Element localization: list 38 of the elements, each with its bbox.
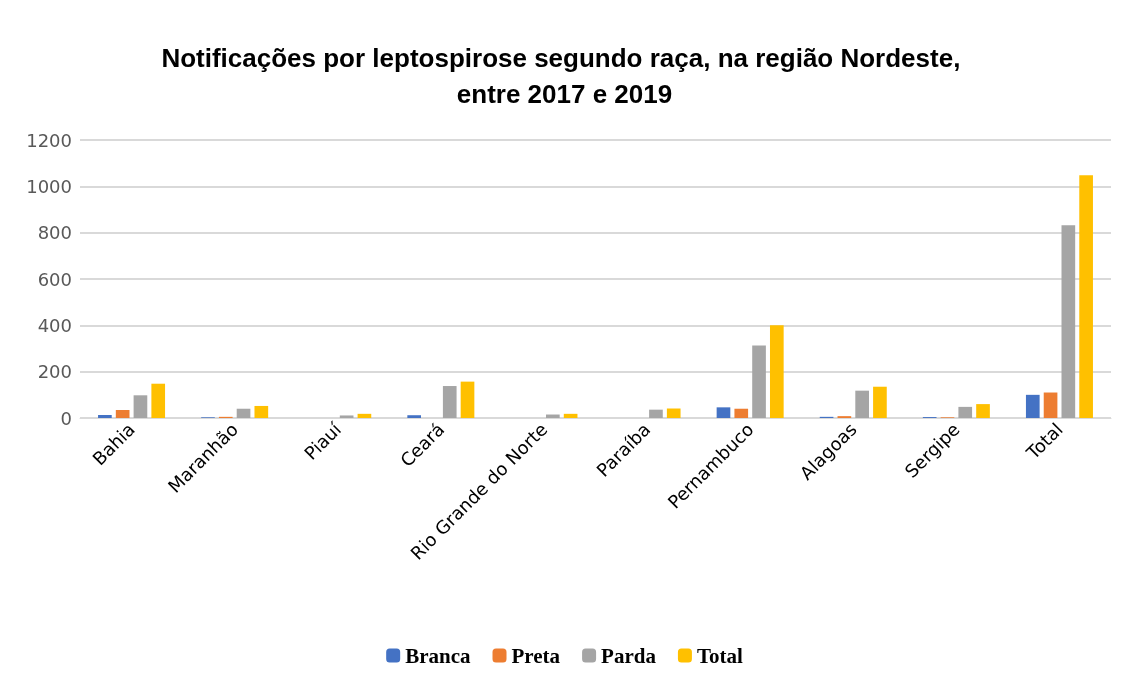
bar [357, 413, 372, 418]
bar [716, 407, 731, 418]
bar [855, 390, 869, 418]
bar [115, 409, 130, 418]
bar [666, 408, 681, 418]
bar [976, 404, 990, 418]
bar [151, 383, 166, 418]
bar [460, 381, 475, 418]
bar [649, 409, 663, 418]
y-tick-label: 600 [37, 268, 72, 290]
bar [442, 386, 457, 418]
bar [254, 405, 269, 418]
y-tick-label: 0 [60, 407, 72, 429]
chart-title: Notificações por leptospirose segundo raça, na região Nordeste, entre 2017 e 2019 [161, 43, 968, 109]
bar [1079, 175, 1093, 418]
bar [563, 413, 578, 418]
bar [1061, 225, 1076, 418]
bar [133, 395, 148, 418]
y-tick-label: 1000 [26, 175, 72, 197]
bar [98, 414, 112, 418]
bar [752, 345, 766, 418]
legend-label: Total [696, 643, 743, 668]
bar [407, 415, 422, 418]
legend-label: Parda [601, 643, 657, 668]
y-tick-label: 800 [37, 222, 72, 244]
bar [958, 406, 973, 418]
y-tick-label: 200 [37, 361, 72, 383]
legend-label: Preta [511, 643, 561, 668]
bar [236, 408, 251, 418]
bar [1043, 392, 1058, 418]
y-tick-label: 400 [37, 314, 72, 336]
bar [769, 325, 784, 418]
bar [734, 408, 749, 418]
bar [339, 415, 354, 418]
bar [1025, 394, 1040, 418]
legend-label: Branca [405, 643, 472, 668]
y-tick-label: 1200 [26, 129, 72, 151]
bar [873, 386, 887, 418]
